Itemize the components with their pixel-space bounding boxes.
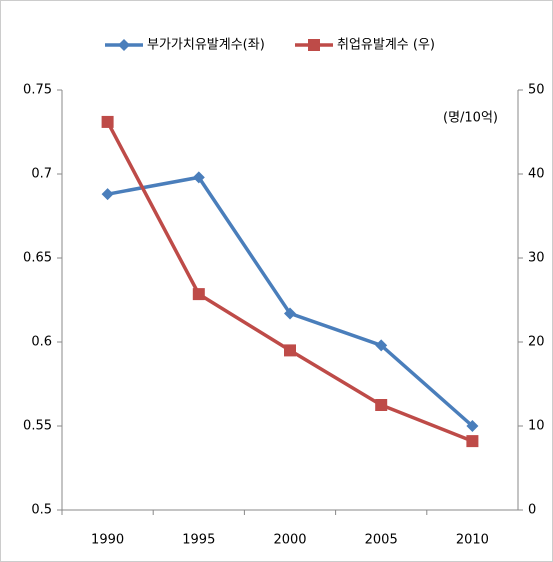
data-point <box>101 115 114 128</box>
x-tick-label: 2005 <box>365 533 398 548</box>
legend-label: 취업유발계수 (우) <box>337 38 435 53</box>
x-tick-label: 2000 <box>273 533 306 548</box>
annotation: (명/10억) <box>443 111 498 126</box>
data-point <box>466 420 479 432</box>
legend-marker <box>118 39 130 51</box>
y2-tick-label: 30 <box>528 251 545 266</box>
legend-label: 부가가치유발계수(좌) <box>147 38 265 53</box>
data-point <box>101 188 114 201</box>
y2-tick-label: 0 <box>528 503 536 518</box>
x-tick-label: 1990 <box>91 533 124 548</box>
x-tick-label: 2010 <box>456 533 489 548</box>
y-tick-label: 0.75 <box>23 83 52 98</box>
y2-tick-label: 10 <box>528 419 545 434</box>
y-tick-label: 0.5 <box>31 503 52 518</box>
y2-tick-label: 50 <box>528 83 545 98</box>
data-point <box>192 171 205 184</box>
data-point <box>375 399 388 411</box>
y-tick-label: 0.6 <box>31 335 52 350</box>
x-tick-label: 1995 <box>182 533 215 548</box>
data-point <box>284 344 296 357</box>
y2-tick-label: 40 <box>528 167 545 182</box>
y-tick-label: 0.7 <box>31 167 52 182</box>
y-tick-label: 0.65 <box>23 251 52 266</box>
data-point <box>466 435 479 448</box>
data-point <box>375 339 388 352</box>
y-tick-label: 0.55 <box>23 419 52 434</box>
legend-marker <box>308 39 320 51</box>
y2-tick-label: 20 <box>528 335 545 350</box>
data-point <box>284 307 296 320</box>
data-point <box>192 288 205 301</box>
